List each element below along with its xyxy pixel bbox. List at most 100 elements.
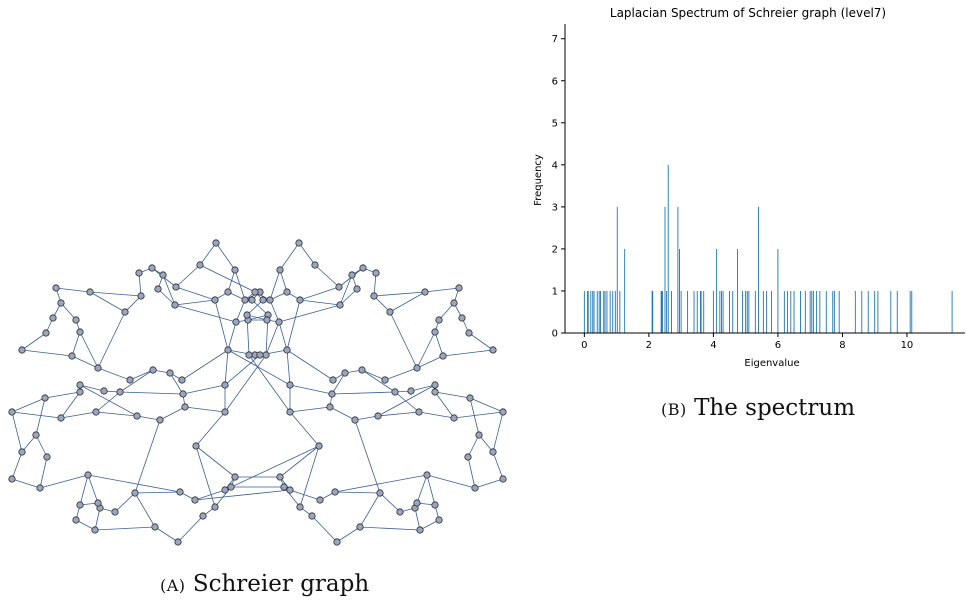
graph-edge (442, 349, 494, 357)
bar (745, 290, 747, 333)
graph-node (328, 390, 336, 398)
graph-node (311, 261, 319, 269)
graph-edge (199, 242, 217, 266)
graph-edge (373, 272, 377, 297)
graph-edge (235, 299, 246, 323)
graph-edge (134, 491, 181, 494)
graph-node (336, 301, 344, 309)
graph-node (232, 318, 240, 326)
graph-edge (418, 411, 455, 419)
graph-edge (11, 451, 23, 480)
bar (671, 290, 672, 333)
graph-node (43, 453, 51, 461)
graph-edge (114, 492, 136, 513)
graph-node (94, 364, 102, 372)
graph-edge (373, 295, 391, 313)
bar (600, 290, 601, 333)
graph-edge (438, 302, 455, 321)
graph-edge (79, 384, 138, 417)
graph-node (199, 512, 207, 520)
graph-edge (157, 288, 176, 306)
bar (593, 290, 595, 333)
graph-edge (434, 391, 471, 399)
graph-node (36, 484, 44, 492)
bar (583, 290, 585, 333)
graph-node (111, 508, 119, 516)
graph-node (359, 264, 367, 272)
graph-edge (35, 397, 46, 436)
graph-edge (175, 286, 216, 301)
graph-node (171, 301, 179, 309)
graph-edge (251, 299, 269, 316)
graph-node (68, 352, 76, 360)
graph-node (91, 526, 99, 534)
graph-edge (39, 456, 48, 489)
graph-edge (11, 478, 41, 489)
graph-node (341, 369, 349, 377)
graph-edge (71, 355, 99, 369)
graph-edge (79, 384, 105, 392)
bar (766, 290, 768, 333)
graph-node (413, 364, 421, 372)
bar (616, 206, 618, 333)
graph-edge (373, 291, 426, 297)
graph-node (135, 269, 143, 277)
graph-edge (159, 406, 186, 421)
graph-node (358, 366, 366, 374)
graph-node (381, 376, 389, 384)
graph-edge (246, 299, 264, 316)
bar (679, 248, 680, 333)
graph-edge (289, 411, 320, 447)
y-tick-label: 5 (552, 118, 558, 129)
graph-edge (177, 515, 204, 543)
bar (624, 248, 626, 333)
graph-node (275, 318, 283, 326)
bar (867, 290, 869, 333)
graph-node (276, 266, 284, 274)
graph-edge (89, 291, 142, 297)
bar (721, 290, 722, 333)
graph-node (72, 516, 80, 524)
graph-node (308, 512, 316, 520)
graph-edge (469, 397, 504, 413)
graph-node (191, 496, 199, 504)
graph-edge (224, 354, 267, 413)
graph-edge (339, 274, 353, 306)
schreier-graph-panel (0, 230, 520, 560)
bar (700, 290, 701, 333)
graph-node (464, 453, 472, 461)
graph-edge (182, 384, 226, 395)
graph-edge (286, 349, 334, 381)
graph-edge (21, 349, 73, 357)
bar (812, 290, 814, 333)
graph-node (283, 288, 291, 296)
graph-edge (175, 264, 201, 288)
graph-edge (195, 411, 226, 447)
graph-node (121, 308, 129, 316)
graph-edge (154, 526, 179, 543)
graph-node (450, 414, 458, 422)
graph-node (176, 488, 184, 496)
graph-edge (194, 489, 291, 501)
bar (606, 290, 608, 333)
bar (604, 290, 606, 333)
bar (619, 290, 621, 333)
graph-edge (248, 354, 291, 413)
bar (722, 290, 724, 333)
graph-edge (227, 269, 236, 293)
graph-node (231, 266, 239, 274)
graph-edge (278, 304, 341, 323)
graph-edge (224, 354, 261, 386)
graph-edge (286, 299, 301, 351)
graph-node (211, 296, 219, 304)
bar (816, 290, 818, 333)
graph-node (421, 288, 429, 296)
graph-node (221, 381, 229, 389)
graph-edge (311, 515, 338, 543)
graph-edge (227, 321, 237, 351)
bar (592, 290, 594, 333)
graph-edges (11, 242, 504, 543)
graph-edge (136, 415, 161, 421)
graph-node (76, 388, 84, 396)
x-axis-label: Eigenvalue (744, 358, 799, 369)
